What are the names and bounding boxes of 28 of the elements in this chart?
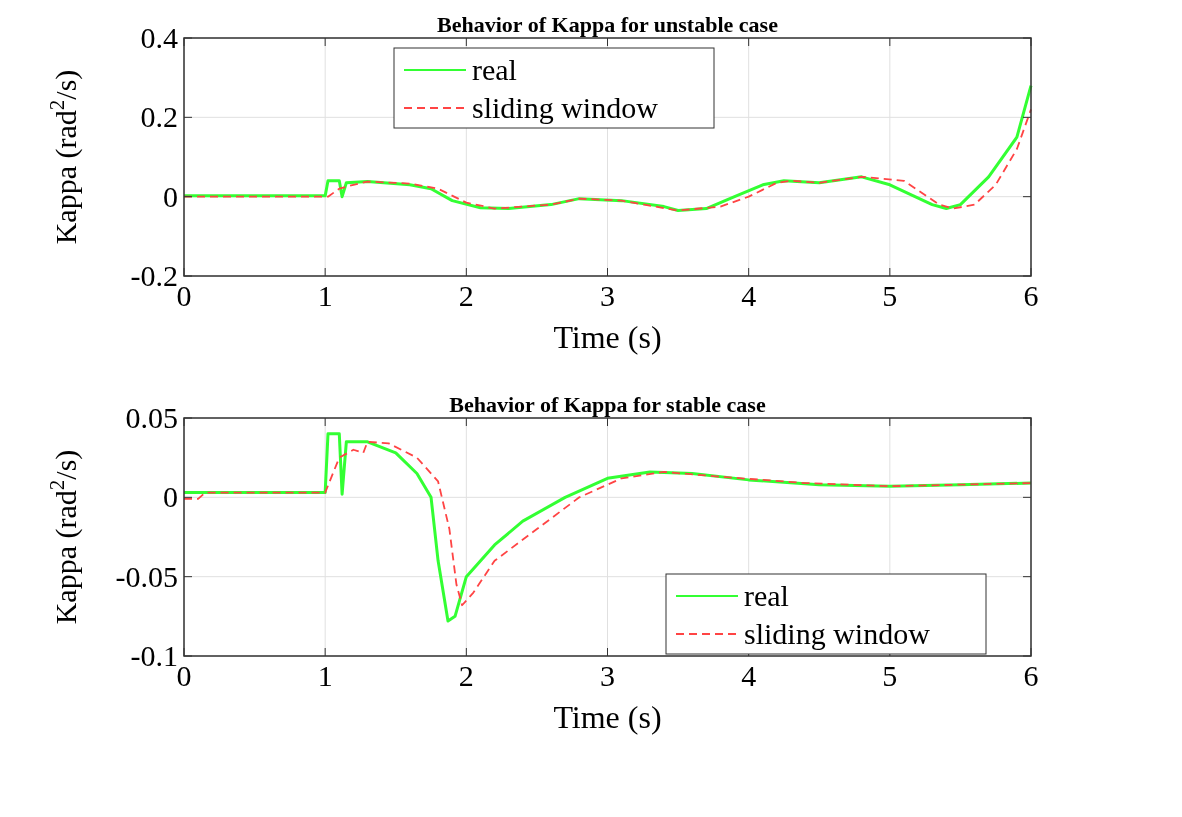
y-tick-label: -0.05 (115, 559, 178, 593)
legend-label: sliding window (472, 91, 659, 124)
x-tick-label: 3 (600, 659, 615, 692)
x-axis-title: Time (s) (553, 319, 662, 355)
x-tick-label: 1 (317, 659, 333, 692)
y-tick-label: 0 (163, 480, 178, 514)
chart-title: Behavior of Kappa for unstable case (437, 12, 779, 37)
y-tick-label: 0.2 (140, 100, 178, 134)
x-tick-label: 6 (1023, 659, 1039, 692)
x-tick-label: 5 (882, 279, 898, 312)
y-tick-label: 0.4 (140, 21, 178, 54)
legend-label: real (472, 53, 517, 86)
x-tick-label: 2 (458, 659, 474, 692)
x-tick-label: 5 (882, 659, 898, 692)
legend-label: real (744, 579, 789, 612)
x-tick-label: 1 (317, 279, 333, 312)
x-tick-label: 4 (741, 659, 757, 692)
x-tick-label: 6 (1023, 279, 1039, 312)
y-tick-label: -0.2 (130, 259, 178, 292)
x-tick-label: 4 (741, 279, 757, 312)
x-axis-title: Time (s) (553, 699, 662, 735)
x-tick-label: 2 (458, 279, 474, 312)
chart-title: Behavior of Kappa for stable case (449, 392, 766, 417)
y-tick-label: -0.1 (130, 639, 178, 672)
y-tick-label: 0.05 (125, 401, 178, 434)
y-tick-label: 0 (163, 179, 178, 213)
legend-label: sliding window (744, 617, 931, 650)
x-tick-label: 3 (600, 279, 615, 312)
